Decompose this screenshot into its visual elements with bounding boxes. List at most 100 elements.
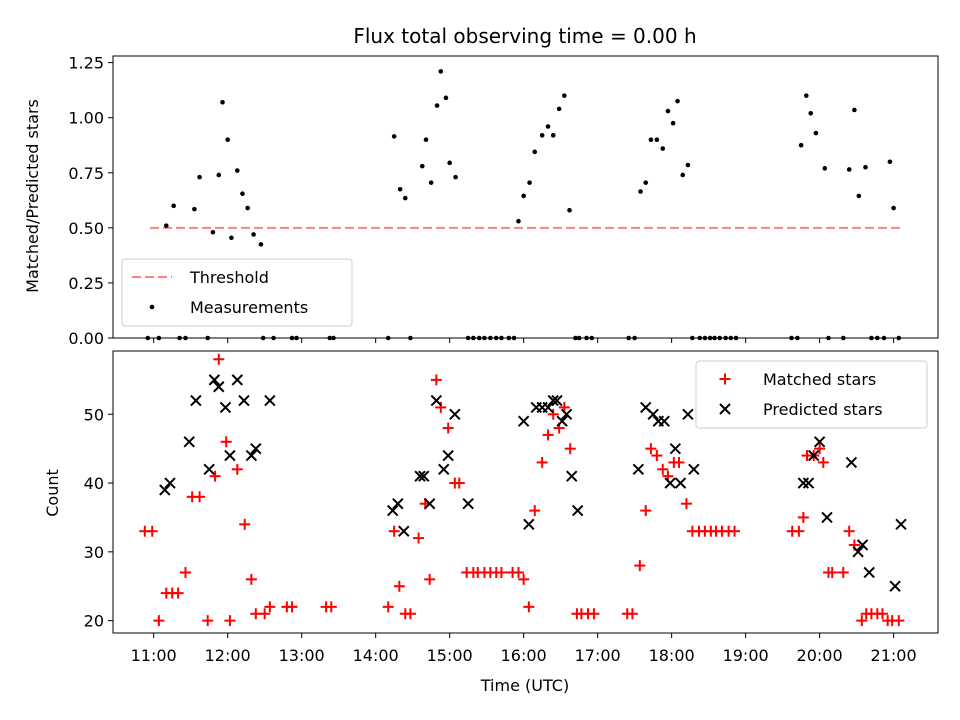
bottom-y-axis-label: Count <box>43 469 62 517</box>
cross-b <box>807 449 820 462</box>
cross-b <box>547 394 559 407</box>
matched-star-point <box>547 408 559 420</box>
cross-b <box>231 374 244 386</box>
predicted-star-point <box>682 408 694 420</box>
legend-measurements-label: Measurements <box>190 298 308 317</box>
measurement-point <box>556 106 562 112</box>
matched-star-point <box>645 443 657 455</box>
legend-cross-marker <box>719 403 731 415</box>
legend-plus-marker <box>719 373 731 385</box>
cross-b <box>462 497 474 510</box>
predicted-star-point <box>438 463 450 476</box>
measurement-point <box>225 137 230 143</box>
cross-b <box>442 449 454 462</box>
predicted-star-point <box>523 518 535 531</box>
measurement-point <box>402 195 408 201</box>
top-panel: Flux total observing time = 0.00 h Match… <box>23 24 939 348</box>
cross-b <box>895 518 907 531</box>
matched-star-point <box>893 615 905 627</box>
predicted-star-point <box>647 408 659 420</box>
legend-measurements-swatch <box>149 304 155 310</box>
predicted-star-point <box>632 463 645 476</box>
cross-b <box>852 546 864 558</box>
matched-star-point <box>430 374 442 386</box>
predicted-star-point <box>821 511 833 524</box>
predicted-star-point <box>807 449 820 462</box>
measurement-point <box>852 107 857 113</box>
measurement-point <box>567 207 572 213</box>
predicted-star-point <box>159 484 171 496</box>
bottom-x-tick-label: 21:00 <box>871 646 917 665</box>
measurement-point <box>846 167 852 172</box>
matched-star-point <box>542 429 554 441</box>
cross-b <box>238 394 250 407</box>
measurement-point <box>863 164 868 170</box>
matched-star-point <box>180 566 192 578</box>
predicted-star-point <box>219 401 232 414</box>
matched-star-point <box>588 608 600 620</box>
predicted-star-point <box>430 394 443 407</box>
top-y-tick-label: 0.25 <box>68 274 104 293</box>
matched-star-point <box>512 566 524 578</box>
measurement-point <box>163 223 169 228</box>
matched-star-point <box>404 608 416 620</box>
matched-star-point <box>529 505 541 517</box>
predicted-star-point <box>852 546 864 558</box>
measurement-point <box>245 205 250 211</box>
predicted-star-point <box>462 497 474 510</box>
measurement-point <box>210 229 216 235</box>
matched-star-point <box>209 470 221 482</box>
measurement-point <box>562 93 567 98</box>
matched-star-point <box>264 601 276 613</box>
predicted-star-point <box>245 449 258 462</box>
cross-b <box>159 484 171 496</box>
legend-predicted-swatch <box>719 403 731 415</box>
measurement-point <box>192 206 197 212</box>
measurement-point <box>638 189 643 194</box>
measurement-point <box>240 191 245 196</box>
cross-b <box>821 511 833 524</box>
cross-b <box>449 408 461 420</box>
predicted-star-point <box>802 477 815 489</box>
cross-b <box>682 408 694 420</box>
matched-star-point <box>817 456 829 468</box>
matched-star-point <box>259 608 271 620</box>
measurement-point <box>803 93 809 98</box>
measurement-point <box>220 99 225 105</box>
predicted-star-point <box>414 470 426 482</box>
matched-star-point <box>231 463 243 475</box>
predicted-star-point <box>856 539 869 551</box>
bottom-y-tick-label: 50 <box>84 405 104 424</box>
legend-predicted-label: Predicted stars <box>763 400 883 419</box>
cross-b <box>517 415 530 427</box>
matched-star-point <box>626 608 638 620</box>
top-legend: Threshold Measurements <box>121 258 353 327</box>
predicted-star-point <box>674 477 687 489</box>
measurement-point <box>887 159 893 165</box>
bottom-x-tick-label: 19:00 <box>723 646 769 665</box>
bottom-x-tick-label: 18:00 <box>649 646 695 665</box>
matched-star-point <box>564 443 576 455</box>
top-axes-frame <box>112 55 939 339</box>
measurement-point <box>665 108 671 114</box>
measurement-point <box>216 172 222 178</box>
predicted-star-point <box>418 470 430 482</box>
cross-b <box>183 436 195 448</box>
predicted-star-point <box>224 449 236 462</box>
predicted-star-point <box>542 401 554 414</box>
cross-b <box>190 394 202 407</box>
measurement-point <box>813 130 819 136</box>
matched-star-point <box>245 573 257 585</box>
matched-star-point <box>424 573 436 585</box>
measurement-point <box>808 110 814 116</box>
cross-b <box>856 539 869 551</box>
bottom-legend: Matched stars Predicted stars <box>695 360 928 429</box>
bottom-x-tick-label: 17:00 <box>575 646 621 665</box>
measurement-point <box>453 174 458 180</box>
measurement-point <box>229 235 234 241</box>
bottom-axes-frame <box>112 350 939 634</box>
matched-star-point <box>673 456 685 468</box>
measurement-point <box>527 180 532 185</box>
measurement-point <box>447 160 452 166</box>
measurement-point <box>856 193 862 199</box>
